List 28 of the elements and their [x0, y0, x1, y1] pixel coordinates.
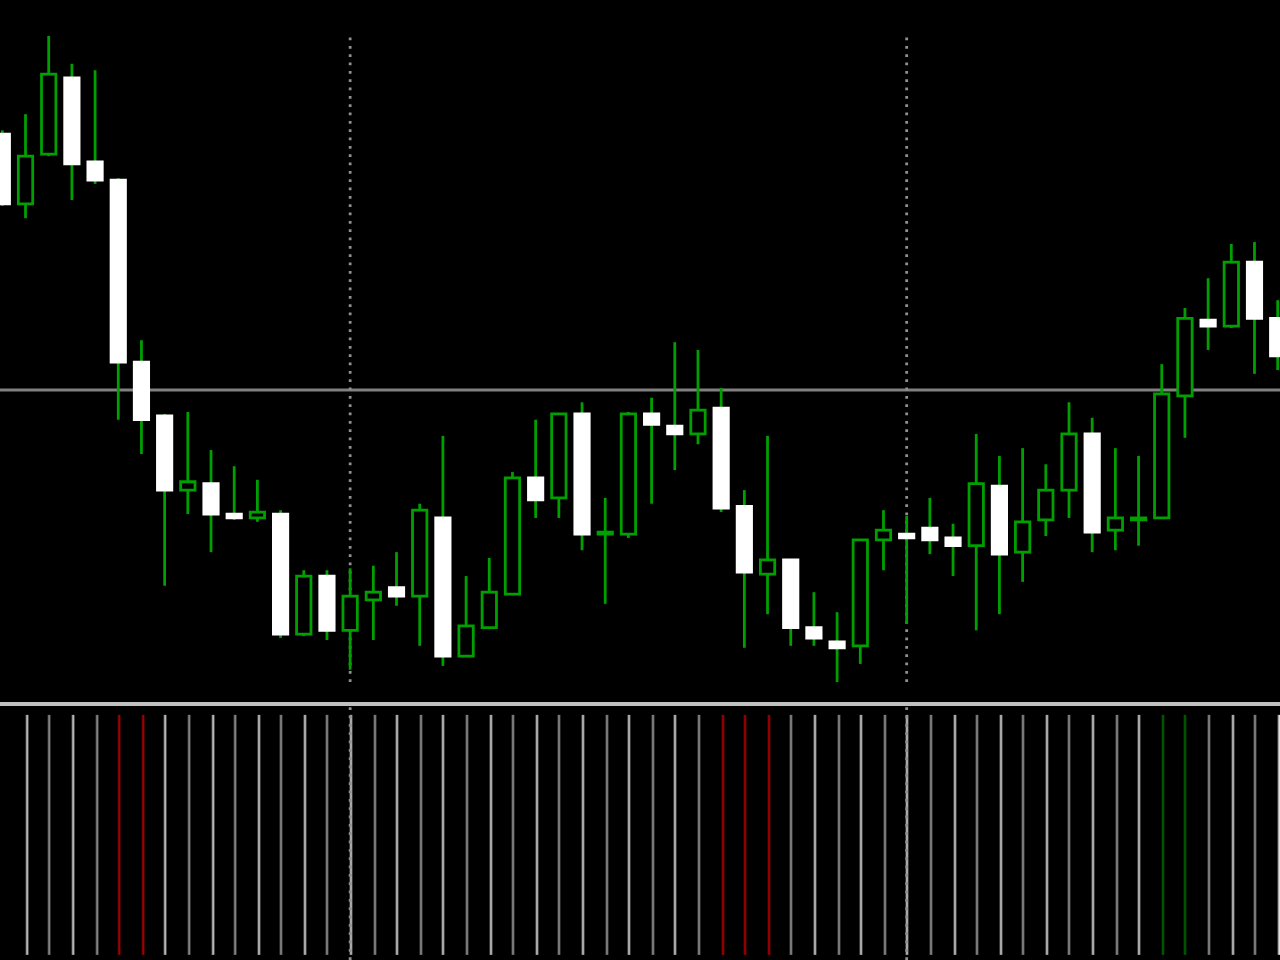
candlestick — [225, 464, 243, 522]
candlestick — [643, 396, 661, 506]
candlestick — [758, 434, 777, 616]
candlestick — [1106, 446, 1124, 552]
candlestick — [86, 68, 104, 186]
candlestick — [921, 496, 939, 556]
candlestick — [527, 418, 545, 520]
candlestick — [689, 348, 707, 446]
candlestick — [457, 574, 475, 658]
candlestick — [828, 610, 846, 682]
candlestick — [1014, 446, 1032, 584]
candlestick — [387, 550, 406, 608]
candlestick — [179, 410, 197, 516]
candlestick — [1129, 454, 1148, 548]
candlestick — [944, 522, 962, 578]
candlestick — [666, 340, 684, 472]
candlestick — [596, 496, 614, 606]
candlestick — [341, 566, 359, 672]
candlestick — [1037, 462, 1055, 538]
candlestick — [1199, 276, 1217, 352]
candlestick — [248, 478, 266, 524]
candlestick — [898, 514, 916, 626]
candlestick — [16, 112, 35, 220]
candlestick — [805, 590, 823, 648]
candlestick — [480, 556, 498, 630]
candlestick — [874, 508, 893, 572]
candlestick — [364, 564, 382, 642]
candlestick — [202, 448, 220, 554]
